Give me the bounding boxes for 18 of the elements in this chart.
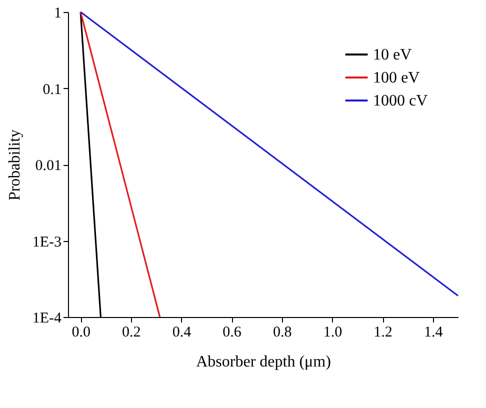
x-tick-label: 1.0: [323, 324, 342, 340]
y-axis-title: Probability: [6, 129, 24, 201]
y-tick-label: 1E-3: [32, 234, 62, 250]
x-tick-label: 0.4: [172, 324, 192, 340]
x-tick-label: 1.2: [374, 324, 392, 340]
x-tick-label: 0.6: [222, 324, 242, 340]
x-tick-label: 0.8: [272, 324, 292, 340]
x-tick-label: 0.2: [122, 324, 141, 340]
y-tick-label: 1: [54, 6, 62, 22]
y-tick-label: 0.1: [42, 82, 62, 98]
legend-label: 10 eV: [373, 46, 412, 64]
y-tick-label: 1E-4: [32, 310, 62, 326]
x-tick-label: 0.0: [72, 324, 90, 340]
legend-label: 1000 cV: [373, 92, 428, 110]
x-axis-title: Absorber depth (μm): [196, 354, 331, 370]
legend-label: 100 eV: [373, 70, 420, 86]
x-tick-label: 1.4: [424, 324, 444, 340]
y-tick-label: 0.01: [35, 158, 62, 174]
